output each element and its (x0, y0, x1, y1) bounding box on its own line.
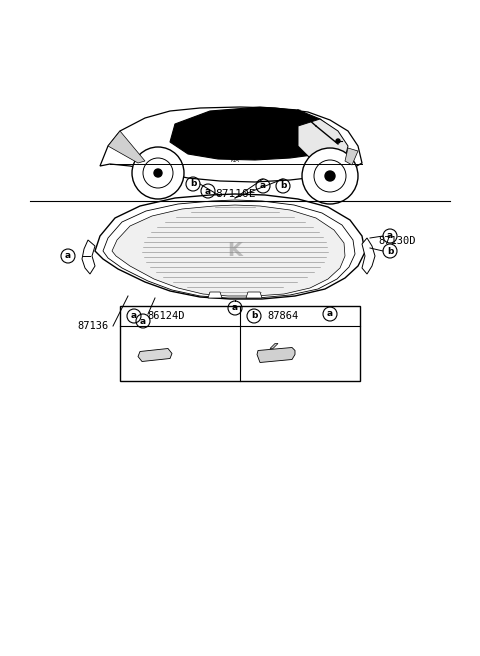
Polygon shape (82, 240, 95, 274)
Text: b: b (387, 247, 393, 255)
Bar (120, 306, 360, 381)
Circle shape (302, 148, 358, 204)
Text: a: a (65, 251, 71, 260)
Text: a: a (260, 182, 266, 190)
Circle shape (325, 171, 335, 181)
Text: b: b (280, 182, 286, 190)
Polygon shape (257, 348, 295, 363)
Polygon shape (112, 205, 345, 296)
Text: a: a (140, 316, 146, 325)
Polygon shape (103, 200, 355, 298)
Text: 87110E: 87110E (215, 189, 255, 199)
Text: a: a (387, 232, 393, 241)
Polygon shape (208, 292, 222, 298)
Text: 86124D: 86124D (147, 311, 184, 321)
Polygon shape (95, 194, 365, 299)
Polygon shape (270, 344, 278, 348)
Polygon shape (170, 107, 337, 160)
Polygon shape (246, 292, 262, 298)
Text: b: b (251, 312, 257, 321)
Polygon shape (362, 238, 375, 274)
Text: a: a (205, 186, 211, 195)
Text: K: K (228, 241, 242, 260)
Text: 87864: 87864 (267, 311, 298, 321)
Text: 87136: 87136 (77, 321, 108, 331)
Polygon shape (100, 107, 362, 182)
Circle shape (336, 139, 340, 143)
Circle shape (154, 169, 162, 177)
Polygon shape (298, 119, 348, 161)
Text: a: a (232, 304, 238, 312)
Polygon shape (108, 131, 145, 163)
Text: b: b (190, 180, 196, 188)
Text: a: a (131, 312, 137, 321)
Polygon shape (138, 348, 172, 361)
Polygon shape (345, 148, 358, 165)
Text: KIA: KIA (230, 159, 240, 163)
Text: 87130D: 87130D (378, 236, 416, 246)
Circle shape (132, 147, 184, 199)
Text: a: a (327, 310, 333, 319)
